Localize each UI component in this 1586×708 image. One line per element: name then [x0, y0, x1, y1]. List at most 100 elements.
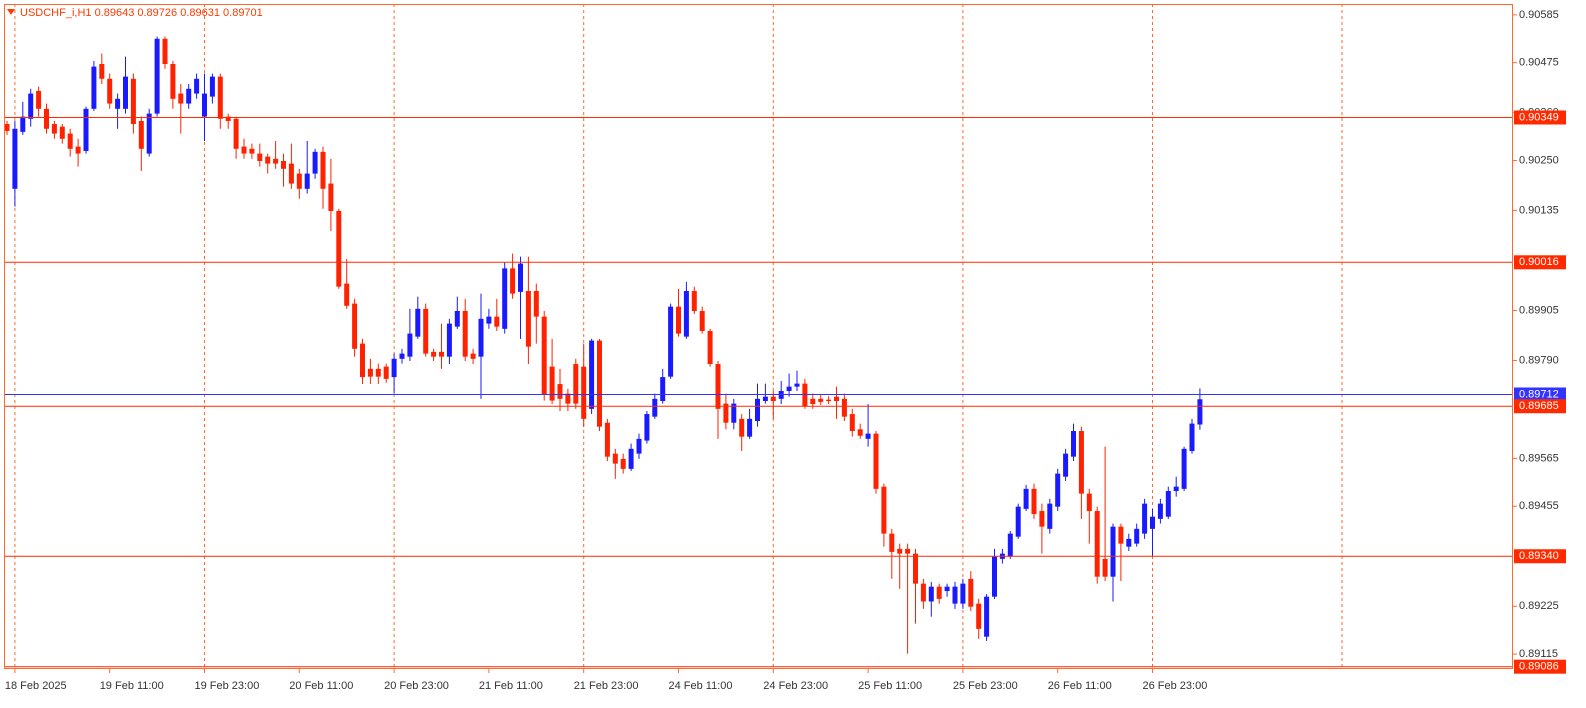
y-tick-label: 0.89790	[1519, 354, 1559, 366]
x-tick-label: 24 Feb 23:00	[763, 680, 828, 692]
candle-body	[170, 64, 176, 99]
candle-body	[644, 414, 650, 441]
level-label-box	[1514, 549, 1566, 564]
candle-body	[328, 183, 334, 211]
candle-body	[431, 351, 437, 357]
candle-body	[1007, 533, 1013, 557]
candle-body	[67, 133, 73, 149]
candle-body	[636, 438, 642, 454]
candle-body	[612, 453, 618, 464]
candle-body	[1173, 486, 1179, 492]
candle-body	[1142, 503, 1148, 534]
candle-body	[91, 66, 97, 109]
x-tick-label: 19 Feb 23:00	[195, 680, 260, 692]
candle-body	[960, 583, 966, 604]
candle-body	[162, 38, 168, 65]
candle-body	[1023, 488, 1029, 509]
candle-body	[383, 366, 389, 379]
candle-body	[1126, 538, 1132, 547]
x-tick-label: 25 Feb 23:00	[953, 680, 1018, 692]
candle-body	[1071, 431, 1076, 457]
candle-body	[107, 78, 113, 104]
candle-body	[905, 548, 911, 554]
candle-body	[755, 398, 760, 422]
candle-body	[241, 146, 247, 154]
candle-body	[976, 603, 982, 629]
candle-body	[992, 556, 997, 597]
candle-body	[952, 586, 958, 604]
candle-body	[59, 126, 65, 139]
candle-body	[984, 596, 990, 637]
x-tick-label: 26 Feb 23:00	[1143, 680, 1208, 692]
candle-body	[549, 366, 555, 401]
candle-body	[288, 163, 294, 184]
candle-body	[683, 290, 689, 337]
candle-body	[454, 310, 460, 327]
level-label: 0.89685	[1519, 400, 1559, 412]
candle-body	[802, 383, 808, 407]
candle-body	[446, 323, 452, 357]
candle-body	[1039, 511, 1045, 527]
candle-body	[423, 308, 429, 354]
candle-body	[620, 458, 626, 469]
candle-body	[731, 403, 737, 423]
candle-body	[944, 586, 950, 592]
candle-body	[849, 414, 855, 432]
candle-body	[415, 308, 421, 337]
candle-body	[533, 290, 539, 317]
candle-body	[1063, 453, 1069, 477]
candle-body	[51, 124, 57, 134]
candle-body	[202, 93, 207, 117]
candle-body	[494, 316, 500, 327]
candle-body	[399, 353, 405, 359]
candle-body	[138, 120, 144, 149]
candle-body	[834, 396, 839, 402]
candle-body	[723, 403, 729, 423]
candle-body	[660, 377, 666, 402]
candle-body	[352, 303, 358, 349]
level-label-box	[1514, 387, 1566, 402]
x-tick-label: 21 Feb 11:00	[479, 680, 543, 692]
candle-body	[296, 173, 302, 189]
candle-body	[1181, 448, 1187, 489]
candle-body	[1047, 503, 1053, 529]
candle-body	[541, 316, 547, 395]
candle-body	[281, 160, 286, 169]
candle-body	[936, 586, 942, 599]
chart-title: USDCHF_i,H1 0.89643 0.89726 0.89631 0.89…	[20, 7, 263, 19]
candle-body	[1086, 493, 1092, 512]
candle-body	[154, 38, 160, 114]
candle-body	[312, 151, 318, 174]
candle-body	[826, 399, 832, 402]
candle-body	[1055, 473, 1061, 507]
y-tick-label: 0.89565	[1519, 452, 1559, 464]
candle-body	[360, 343, 365, 378]
x-tick-label: 21 Feb 23:00	[574, 680, 639, 692]
candle-body	[99, 64, 105, 79]
x-tick-label: 19 Feb 11:00	[100, 680, 164, 692]
candle-body	[273, 158, 279, 164]
candle-body	[581, 366, 587, 419]
candle-body	[873, 433, 879, 489]
candle-body	[439, 351, 444, 357]
x-tick-label: 25 Feb 11:00	[858, 680, 922, 692]
candle-body	[1118, 526, 1124, 544]
candle-body	[1110, 526, 1116, 577]
menu-icon[interactable]	[7, 9, 15, 15]
candle-body	[1165, 491, 1171, 517]
candle-body	[1015, 506, 1021, 537]
candle-body	[762, 396, 768, 402]
candle-body	[1197, 399, 1203, 425]
candle-body	[747, 418, 753, 437]
candle-body	[1102, 558, 1108, 577]
x-tick-label: 24 Feb 11:00	[669, 680, 733, 692]
candle-body	[130, 78, 136, 125]
candle-body	[478, 318, 484, 357]
candle-body	[818, 398, 824, 402]
candle-body	[83, 108, 89, 151]
plot-area	[4, 4, 1512, 668]
x-tick-label: 26 Feb 11:00	[1048, 680, 1112, 692]
candle-body	[565, 393, 571, 404]
